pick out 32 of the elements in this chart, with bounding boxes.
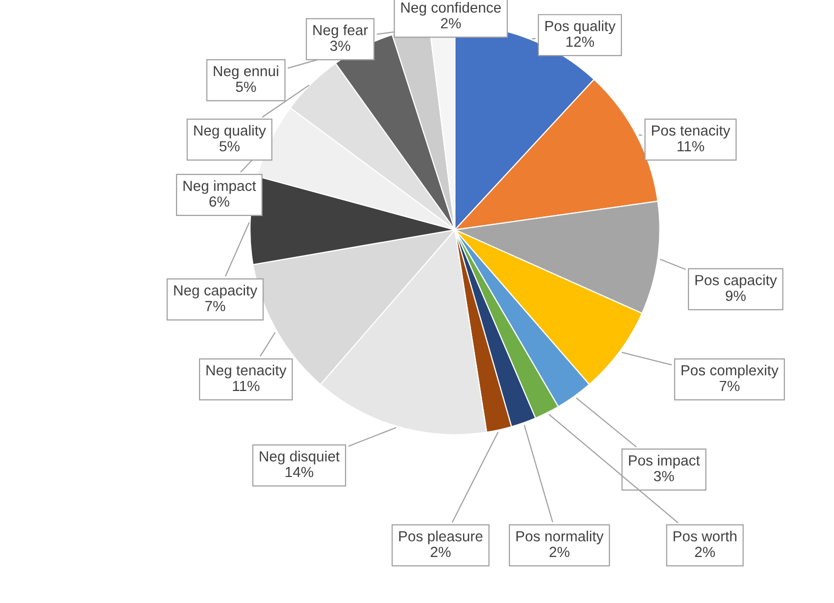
- slice-label: Neg ennui: [214, 66, 278, 80]
- slice-label: Neg fear: [313, 24, 368, 38]
- slice-label: Pos capacity: [696, 274, 777, 288]
- slice-label: Neg disquiet: [260, 450, 340, 464]
- data-label: 14%: [286, 466, 314, 478]
- data-label: 2%: [441, 18, 461, 28]
- data-label: 5%: [220, 141, 240, 152]
- data-label: 3%: [330, 40, 350, 51]
- data-label: 2%: [550, 546, 570, 558]
- data-label: 7%: [720, 380, 740, 392]
- slice-label: Neg capacity: [174, 284, 258, 298]
- slice-label: Pos normality: [516, 530, 604, 544]
- slice-label: Pos quality: [545, 20, 616, 34]
- slice-label: Pos pleasure: [399, 530, 482, 544]
- data-label: 7%: [205, 300, 226, 312]
- slice-label: Neg impact: [184, 180, 256, 194]
- slice-label: Neg confidence: [401, 2, 501, 16]
- data-label: 11%: [232, 380, 260, 392]
- slice-label: Pos complexity: [682, 364, 778, 378]
- slice-label: Pos worth: [674, 530, 736, 542]
- slice-label: Pos tenacity: [652, 124, 730, 139]
- data-label: 11%: [678, 141, 704, 152]
- data-label: 2%: [430, 546, 451, 558]
- data-label: 12%: [566, 36, 594, 47]
- data-label: 5%: [236, 82, 256, 92]
- slice-label: Neg quality: [194, 124, 266, 139]
- data-label: 3%: [654, 470, 674, 482]
- slice-label: Pos impact: [629, 454, 700, 468]
- data-label: 2%: [695, 546, 715, 558]
- data-label: 6%: [209, 196, 230, 207]
- slice-label: Neg tenacity: [206, 364, 286, 378]
- data-label: 9%: [726, 290, 746, 301]
